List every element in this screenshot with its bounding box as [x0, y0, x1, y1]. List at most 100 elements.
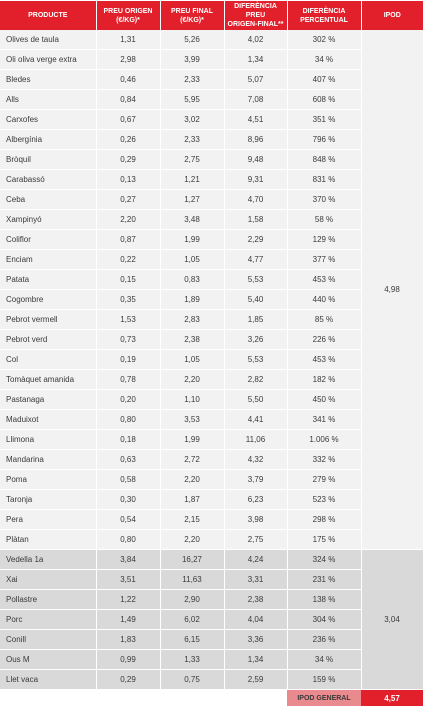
final-price-cell: 1,21 [160, 170, 224, 190]
percent-difference-cell: 453 % [287, 270, 361, 290]
origin-price-cell: 0,58 [96, 470, 160, 490]
final-price-cell: 2,33 [160, 130, 224, 150]
final-price-cell: 2,20 [160, 370, 224, 390]
product-name-cell: Mandarina [0, 450, 96, 470]
final-price-cell: 2,83 [160, 310, 224, 330]
final-price-cell: 1,10 [160, 390, 224, 410]
origin-price-cell: 0,87 [96, 230, 160, 250]
percent-difference-cell: 34 % [287, 50, 361, 70]
percent-difference-cell: 332 % [287, 450, 361, 470]
price-difference-cell: 1,58 [224, 210, 287, 230]
header-text: (€/KG)* [116, 17, 140, 24]
percent-difference-cell: 279 % [287, 470, 361, 490]
percent-difference-cell: 848 % [287, 150, 361, 170]
percent-difference-cell: 831 % [287, 170, 361, 190]
percent-difference-cell: 302 % [287, 30, 361, 50]
header-text: DIFERÈNCIA PREU [234, 3, 277, 19]
product-name-cell: Oli oliva verge extra [0, 50, 96, 70]
origin-price-cell: 0,67 [96, 110, 160, 130]
product-name-cell: Tomàquet amanida [0, 370, 96, 390]
price-difference-cell: 5,53 [224, 270, 287, 290]
header-text: ORIGEN-FINAL** [228, 21, 284, 28]
final-price-cell: 3,99 [160, 50, 224, 70]
origin-price-cell: 0,99 [96, 650, 160, 670]
header-text: PREU FINAL [171, 8, 213, 15]
price-difference-cell: 11,06 [224, 430, 287, 450]
final-price-cell: 2,38 [160, 330, 224, 350]
price-difference-cell: 3,79 [224, 470, 287, 490]
percent-difference-cell: 370 % [287, 190, 361, 210]
price-difference-cell: 4,70 [224, 190, 287, 210]
price-difference-cell: 9,31 [224, 170, 287, 190]
origin-price-cell: 0,13 [96, 170, 160, 190]
origin-price-cell: 0,78 [96, 370, 160, 390]
origin-price-cell: 3,51 [96, 570, 160, 590]
price-difference-cell: 5,53 [224, 350, 287, 370]
price-difference-cell: 2,82 [224, 370, 287, 390]
final-price-cell: 6,02 [160, 610, 224, 630]
origin-price-cell: 0,46 [96, 70, 160, 90]
product-name-cell: Xai [0, 570, 96, 590]
percent-difference-cell: 440 % [287, 290, 361, 310]
final-price-cell: 1,33 [160, 650, 224, 670]
percent-difference-cell: 34 % [287, 650, 361, 670]
origin-price-cell: 0,73 [96, 330, 160, 350]
final-price-cell: 1,05 [160, 250, 224, 270]
final-price-cell: 2,20 [160, 470, 224, 490]
price-difference-cell: 2,29 [224, 230, 287, 250]
price-difference-cell: 7,08 [224, 90, 287, 110]
product-name-cell: Poma [0, 470, 96, 490]
percent-difference-cell: 523 % [287, 490, 361, 510]
product-name-cell: Ous M [0, 650, 96, 670]
final-price-cell: 0,83 [160, 270, 224, 290]
price-difference-cell: 5,50 [224, 390, 287, 410]
group-ipod-cell: 4,98 [361, 30, 423, 550]
header-text: (€/KG)* [180, 17, 204, 24]
origin-price-cell: 0,80 [96, 410, 160, 430]
ipod-general-value: 4,57 [361, 690, 423, 706]
ipod-general-label: IPOD GENERAL [287, 690, 361, 706]
final-price-cell: 5,26 [160, 30, 224, 50]
origin-price-cell: 0,19 [96, 350, 160, 370]
final-price-cell: 11,63 [160, 570, 224, 590]
percent-difference-cell: 304 % [287, 610, 361, 630]
price-difference-cell: 5,40 [224, 290, 287, 310]
percent-difference-cell: 453 % [287, 350, 361, 370]
product-name-cell: Pebrot vermell [0, 310, 96, 330]
price-difference-cell: 4,32 [224, 450, 287, 470]
price-difference-cell: 3,26 [224, 330, 287, 350]
percent-difference-cell: 138 % [287, 590, 361, 610]
product-name-cell: Llimona [0, 430, 96, 450]
product-name-cell: Pebrot verd [0, 330, 96, 350]
product-name-cell: Vedella 1a [0, 550, 96, 570]
product-name-cell: Col [0, 350, 96, 370]
final-price-cell: 2,72 [160, 450, 224, 470]
percent-difference-cell: 182 % [287, 370, 361, 390]
final-price-cell: 3,02 [160, 110, 224, 130]
final-price-cell: 1,27 [160, 190, 224, 210]
origin-price-cell: 0,29 [96, 150, 160, 170]
percent-difference-cell: 129 % [287, 230, 361, 250]
